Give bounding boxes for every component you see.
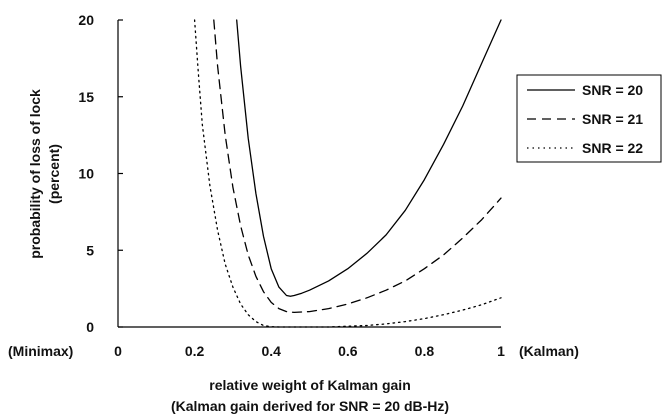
axes [117,20,501,328]
x-tick-label: 0.2 [185,343,205,359]
legend: SNR = 20 SNR = 21 SNR = 22 [516,74,662,163]
y-ticks: 0 5 10 15 20 [78,12,123,335]
x-tick-label: 0.8 [415,343,435,359]
y-tick-label: 20 [78,12,94,28]
legend-label-2: SNR = 21 [582,111,643,127]
y-tick-label: 5 [86,242,94,258]
x-tick-label: 0 [114,343,122,359]
x-axis-sublabel: (Kalman gain derived for SNR = 20 dB-Hz) [171,398,449,414]
series-line-1 [236,19,502,297]
x-tick-label: 0.4 [261,343,281,359]
series-lines [193,19,502,328]
x-right-label: (Kalman) [519,343,579,359]
legend-label-3: SNR = 22 [582,140,643,156]
legend-box [516,74,662,163]
x-axis-label: relative weight of Kalman gain [209,377,411,393]
series-line-2 [213,19,502,314]
x-left-label: (Minimax) [8,343,73,359]
legend-label-1: SNR = 20 [582,82,643,98]
x-tick-label: 1 [497,343,505,359]
y-tick-label: 0 [86,319,94,335]
y-axis-label: probability of loss of lock [27,89,43,259]
y-tick-label: 15 [78,89,94,105]
x-tick-label: 0.6 [338,343,358,359]
series-line-3 [193,19,502,328]
y-tick-label: 10 [78,166,94,182]
y-axis-sublabel: (percent) [46,144,62,204]
x-ticks: 0 0.2 0.4 0.6 0.8 1 [114,343,505,359]
